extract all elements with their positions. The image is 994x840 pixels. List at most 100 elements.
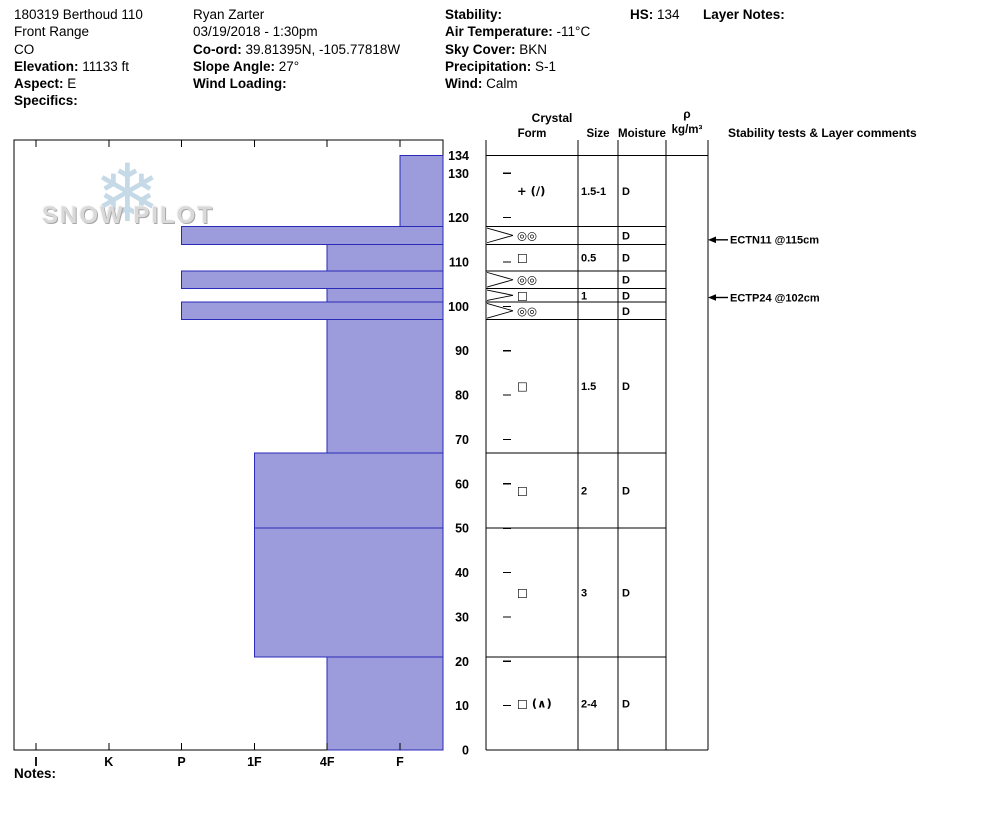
header-line: Layer Notes:	[703, 7, 785, 22]
moisture-value: D	[622, 290, 630, 302]
moisture-value: D	[622, 275, 630, 287]
hardness-bar	[181, 301, 444, 321]
hardness-bar	[326, 319, 444, 454]
moisture-value: D	[622, 698, 630, 710]
layer-leader-line	[486, 294, 514, 301]
header-line: Slope Angle: 27°	[193, 58, 300, 74]
notes-label: Notes:	[14, 766, 57, 781]
crystal-size: 0.5	[581, 253, 596, 265]
moisture-value: D	[622, 485, 630, 497]
depth-label: 0	[462, 744, 469, 758]
layer-leader-line	[486, 310, 514, 319]
hardness-bar	[326, 243, 444, 272]
header-block-observer: Ryan Zarter 03/19/2018 - 1:30pm Co-ord: 39…	[193, 6, 400, 92]
crystal-form: ◎◎	[517, 273, 537, 287]
crystal-size: 1.5-1	[581, 186, 606, 198]
layer-leader-line	[486, 271, 514, 281]
hardness-label: F	[396, 755, 404, 769]
hardness-bar	[326, 288, 444, 303]
layer-leader-line	[486, 302, 514, 312]
crystal-form: □	[517, 483, 528, 497]
layer-leader-line	[486, 227, 514, 236]
stability-test-annotation: ECTN11 @115cm	[730, 235, 819, 247]
size-column-header: Size	[586, 128, 609, 140]
crystal-size: 2-4	[581, 698, 598, 710]
layer-leader-line	[486, 279, 514, 288]
hardness-bar	[181, 270, 444, 290]
depth-label: 134	[448, 149, 469, 163]
stability-test-annotation: ECTP24 @102cm	[730, 292, 820, 304]
hardness-bar	[326, 656, 444, 751]
header-line: 180319 Berthoud 110	[14, 7, 143, 22]
crystal-size: 1	[581, 290, 587, 302]
layer-leader-line	[486, 289, 514, 296]
header-block-layer-notes: Layer Notes:	[703, 6, 785, 23]
hardness-bar	[253, 452, 444, 529]
header-line: CO	[14, 41, 35, 57]
header-line: Air Temperature: -11°C	[445, 24, 591, 40]
depth-label: 100	[448, 300, 469, 314]
moisture-value: D	[622, 230, 630, 242]
hardness-bar	[181, 226, 444, 245]
density-unit-header: kg/m³	[672, 124, 703, 136]
header-line: Aspect: E	[14, 76, 77, 92]
header-block-location: 180319 Berthoud 110 Front Range CO Elevatio…	[14, 6, 143, 110]
hardness-label: 1F	[247, 755, 262, 769]
form-column-header: Form	[518, 128, 547, 140]
header-line: Sky Cover: BKN	[445, 41, 548, 57]
crystal-group-header: Crystal	[532, 111, 573, 125]
density-symbol-header: ρ	[683, 107, 690, 121]
test-arrow-icon	[708, 294, 716, 301]
depth-label: 120	[448, 211, 469, 225]
crystal-form: □	[517, 251, 528, 265]
depth-label: 40	[455, 566, 469, 580]
moisture-column-header: Moisture	[618, 128, 666, 140]
header-line: Precipitation: S-1	[445, 58, 557, 74]
depth-label: 110	[449, 256, 469, 270]
moisture-value: D	[622, 186, 630, 198]
header-line: Ryan Zarter	[193, 7, 265, 22]
crystal-form: □	[517, 379, 528, 393]
crystal-size: 2	[581, 485, 587, 497]
crystal-form: □	[517, 288, 528, 302]
header-line: Stability:	[445, 7, 503, 22]
moisture-value: D	[622, 588, 630, 600]
header-line: 03/19/2018 - 1:30pm	[193, 24, 318, 40]
header-line: Wind: Calm	[445, 76, 518, 92]
depth-label: 30	[455, 610, 469, 624]
depth-label: 10	[455, 699, 469, 713]
moisture-value: D	[622, 381, 630, 393]
hardness-bar	[399, 155, 444, 228]
depth-label: 90	[455, 344, 469, 358]
crystal-size: 3	[581, 588, 587, 600]
header-block-hs: HS: 134	[630, 6, 680, 23]
header-line: Co-ord: 39.81395N, -105.77818W	[193, 41, 401, 57]
header-block-weather: Stability: Air Temperature: -11°C Sky Cove…	[445, 6, 590, 92]
depth-label: 70	[455, 433, 469, 447]
hardness-label: 4F	[320, 755, 335, 769]
header-line: Front Range	[14, 24, 90, 40]
comments-column-header: Stability tests & Layer comments	[728, 126, 917, 140]
moisture-value: D	[622, 253, 630, 265]
hardness-label: I	[34, 755, 37, 769]
hardness-bar	[253, 527, 444, 658]
crystal-form: ◎◎	[517, 228, 537, 242]
depth-label: 80	[455, 389, 469, 403]
crystal-form: ◎◎	[517, 304, 537, 318]
header-line: Elevation: 11133 ft	[14, 58, 130, 74]
crystal-form: + (/)	[517, 184, 545, 198]
crystal-form: □	[517, 586, 528, 600]
hardness-label: P	[177, 755, 185, 769]
depth-label: 20	[455, 655, 469, 669]
depth-label: 60	[455, 477, 469, 491]
hardness-profile-plot: I K P 1F 4F F13413012011010090807060504030201…	[13, 139, 469, 769]
stability-test-annotations: ECTN11 @115cm ECTP24 @102cm	[708, 235, 820, 304]
crystal-size: 1.5	[581, 381, 596, 393]
moisture-value: D	[622, 306, 630, 318]
test-arrow-icon	[708, 236, 716, 244]
depth-label: 50	[455, 522, 469, 536]
crystal-form: □ (∧)	[517, 696, 552, 710]
depth-label: 130	[448, 167, 469, 181]
